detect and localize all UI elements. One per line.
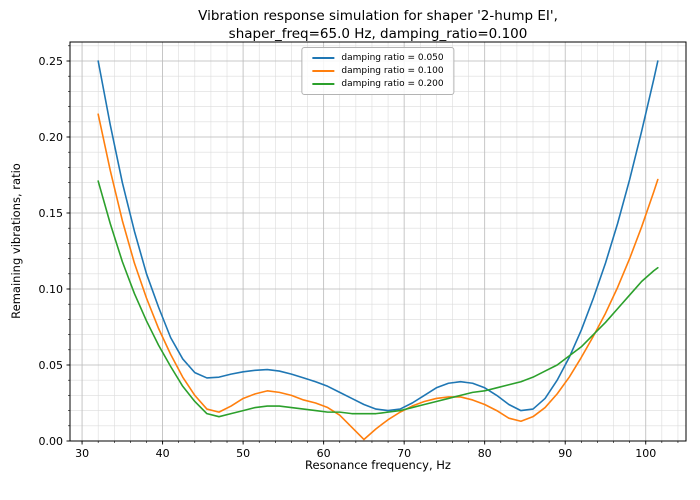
series-line-2 (97, 180, 659, 418)
x-tick-label: 100 (635, 447, 656, 460)
x-tick-label: 50 (236, 447, 250, 460)
x-tick-label: 80 (478, 447, 492, 460)
legend-item: damping ratio = 0.200 (312, 79, 444, 89)
x-axis-label: Resonance frequency, Hz (305, 458, 451, 472)
legend: damping ratio = 0.050 damping ratio = 0.1… (301, 47, 455, 95)
x-tick-label: 30 (75, 447, 89, 460)
legend-line-swatch (312, 70, 335, 72)
series-line-0 (97, 60, 659, 412)
chart-title: Vibration response simulation for shaper… (70, 7, 686, 43)
legend-label: damping ratio = 0.200 (341, 79, 444, 89)
plot-border (69, 41, 687, 442)
legend-line-swatch (312, 83, 335, 85)
chart-title-line2: shaper_freq=65.0 Hz, damping_ratio=0.100 (228, 26, 528, 43)
y-tick-label: 0.05 (39, 359, 64, 372)
y-tick-label: 0.15 (39, 207, 64, 220)
series-line-1 (97, 113, 659, 441)
legend-item: damping ratio = 0.050 (312, 53, 444, 63)
y-tick-label: 0.25 (39, 55, 64, 68)
legend-item: damping ratio = 0.100 (312, 66, 444, 76)
y-tick-label: 0.10 (39, 283, 64, 296)
x-tick-label: 60 (317, 447, 331, 460)
y-tick-label: 0.20 (39, 131, 64, 144)
legend-label: damping ratio = 0.050 (341, 53, 444, 63)
legend-line-swatch (312, 57, 335, 59)
chart-title-line1: Vibration response simulation for shaper… (198, 8, 558, 24)
y-axis-label: Remaining vibrations, ratio (9, 163, 23, 319)
x-tick-label: 40 (156, 447, 170, 460)
x-tick-label: 70 (397, 447, 411, 460)
y-tick-label: 0.00 (39, 435, 64, 448)
legend-label: damping ratio = 0.100 (341, 66, 444, 76)
x-tick-label: 90 (558, 447, 572, 460)
